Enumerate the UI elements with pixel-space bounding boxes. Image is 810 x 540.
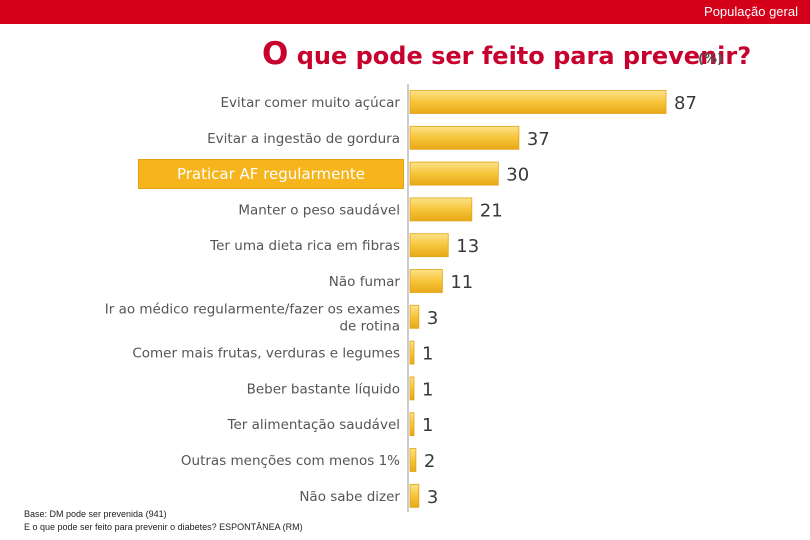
chart-title: O que pode ser feito para prevenir? — [262, 36, 751, 72]
category-label-line: Não fumar — [329, 274, 401, 290]
bar — [409, 269, 443, 293]
category-label: Manter o peso saudável — [238, 202, 400, 218]
data-label: 30 — [506, 165, 529, 186]
bar — [409, 125, 520, 150]
data-label: 11 — [450, 272, 473, 293]
data-label: 87 — [674, 93, 697, 114]
category-label: Não sabe dizer — [299, 489, 400, 505]
bar — [409, 304, 420, 329]
bar — [409, 483, 420, 508]
category-label-line: Manter o peso saudável — [238, 202, 400, 218]
bar — [409, 233, 449, 258]
segment-label: População geral — [704, 4, 798, 19]
data-label: 13 — [456, 236, 479, 257]
category-label-line: Beber bastante líquido — [247, 381, 400, 397]
bar — [409, 448, 417, 472]
category-label-line: Ter alimentação saudável — [227, 417, 400, 433]
bar — [409, 412, 415, 437]
highlight-box — [138, 159, 404, 189]
category-label: Comer mais frutas, verduras e legumes — [132, 346, 400, 362]
category-label-line: Ir ao médico regularmente/fazer os exame… — [105, 301, 400, 317]
chart-title-first-letter: O — [262, 36, 289, 72]
category-label-line: Evitar comer muito açúcar — [221, 95, 401, 111]
data-label: 3 — [427, 308, 438, 329]
data-label: 3 — [427, 487, 438, 508]
category-label: Ter alimentação saudável — [227, 417, 400, 433]
data-label: 1 — [422, 415, 433, 436]
footnote-question: E o que pode ser feito para prevenir o d… — [24, 522, 303, 532]
category-label: Ir ao médico regularmente/fazer os exame… — [105, 301, 400, 334]
category-label: Outras menções com menos 1% — [181, 453, 400, 469]
bar — [409, 376, 415, 401]
category-label: Não fumar — [329, 274, 401, 290]
bar — [409, 161, 499, 186]
data-label: 1 — [422, 344, 433, 365]
category-label-line: de rotina — [339, 318, 400, 334]
bar — [409, 90, 667, 114]
highlighted-category-label: Praticar AF regularmente — [176, 165, 366, 183]
footnote: Base: DM pode ser prevenida (941) E o qu… — [24, 508, 303, 534]
category-label-line: Outras menções com menos 1% — [181, 453, 400, 469]
category-label-line: Evitar a ingestão de gordura — [207, 131, 400, 147]
unit-label: (%) — [698, 52, 723, 67]
category-label: Evitar comer muito açúcar — [221, 95, 401, 111]
bar — [409, 197, 473, 222]
category-label: Evitar a ingestão de gordura — [207, 131, 400, 147]
data-label: 1 — [422, 379, 433, 400]
data-label: 37 — [527, 129, 550, 150]
chart-title-rest: que pode ser feito para prevenir? — [288, 42, 752, 70]
category-label: Ter uma dieta rica em fibras — [209, 238, 400, 254]
category-label-line: Não sabe dizer — [299, 489, 400, 505]
top-banner: População geral — [0, 0, 810, 24]
category-label: Beber bastante líquido — [247, 381, 400, 397]
category-label-line: Ter uma dieta rica em fibras — [209, 238, 400, 254]
footnote-base: Base: DM pode ser prevenida (941) — [24, 509, 167, 519]
data-label: 21 — [480, 200, 503, 221]
category-label-line: Comer mais frutas, verduras e legumes — [132, 346, 400, 362]
data-label: 2 — [424, 451, 435, 472]
bar — [409, 340, 415, 365]
